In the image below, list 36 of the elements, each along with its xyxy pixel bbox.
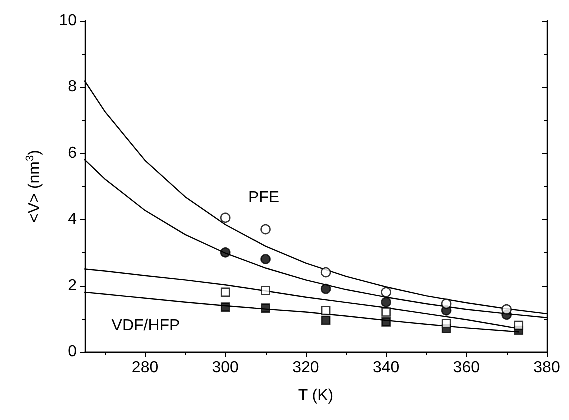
y-tick-label: 2 (68, 277, 78, 294)
x-tick-label: 280 (132, 360, 159, 376)
point (514, 320, 524, 330)
y-tick-label: 10 (59, 12, 78, 30)
point (320, 267, 332, 278)
point (502, 304, 512, 315)
x-tick-label: 380 (534, 360, 560, 376)
point (382, 318, 391, 327)
point (220, 248, 231, 258)
x-tick-label: 320 (292, 360, 320, 376)
point (220, 302, 230, 312)
point (260, 224, 271, 235)
point (321, 306, 331, 316)
annotation: VDF/HFP (112, 318, 180, 334)
point (382, 308, 391, 317)
x-tick-label: 340 (372, 360, 400, 376)
point (321, 316, 331, 326)
x-tick-label: 300 (212, 360, 240, 376)
point (260, 254, 271, 264)
y-tick-label: 4 (68, 211, 78, 228)
point (261, 286, 270, 296)
point (220, 212, 231, 224)
point (320, 284, 332, 294)
point (261, 304, 270, 313)
point (381, 287, 392, 298)
point (220, 288, 230, 298)
point (441, 298, 452, 310)
y-axis-title: <V> (nm3) (24, 150, 44, 223)
y-tick-label: 6 (68, 144, 78, 162)
annotation: PFE (248, 190, 280, 206)
x-axis-title: T (K) (298, 388, 334, 404)
y-tick-label: 8 (68, 78, 78, 96)
point (442, 319, 452, 329)
point (381, 297, 392, 308)
x-tick-label: 360 (453, 360, 480, 376)
y-tick-label: 0 (68, 344, 78, 360)
